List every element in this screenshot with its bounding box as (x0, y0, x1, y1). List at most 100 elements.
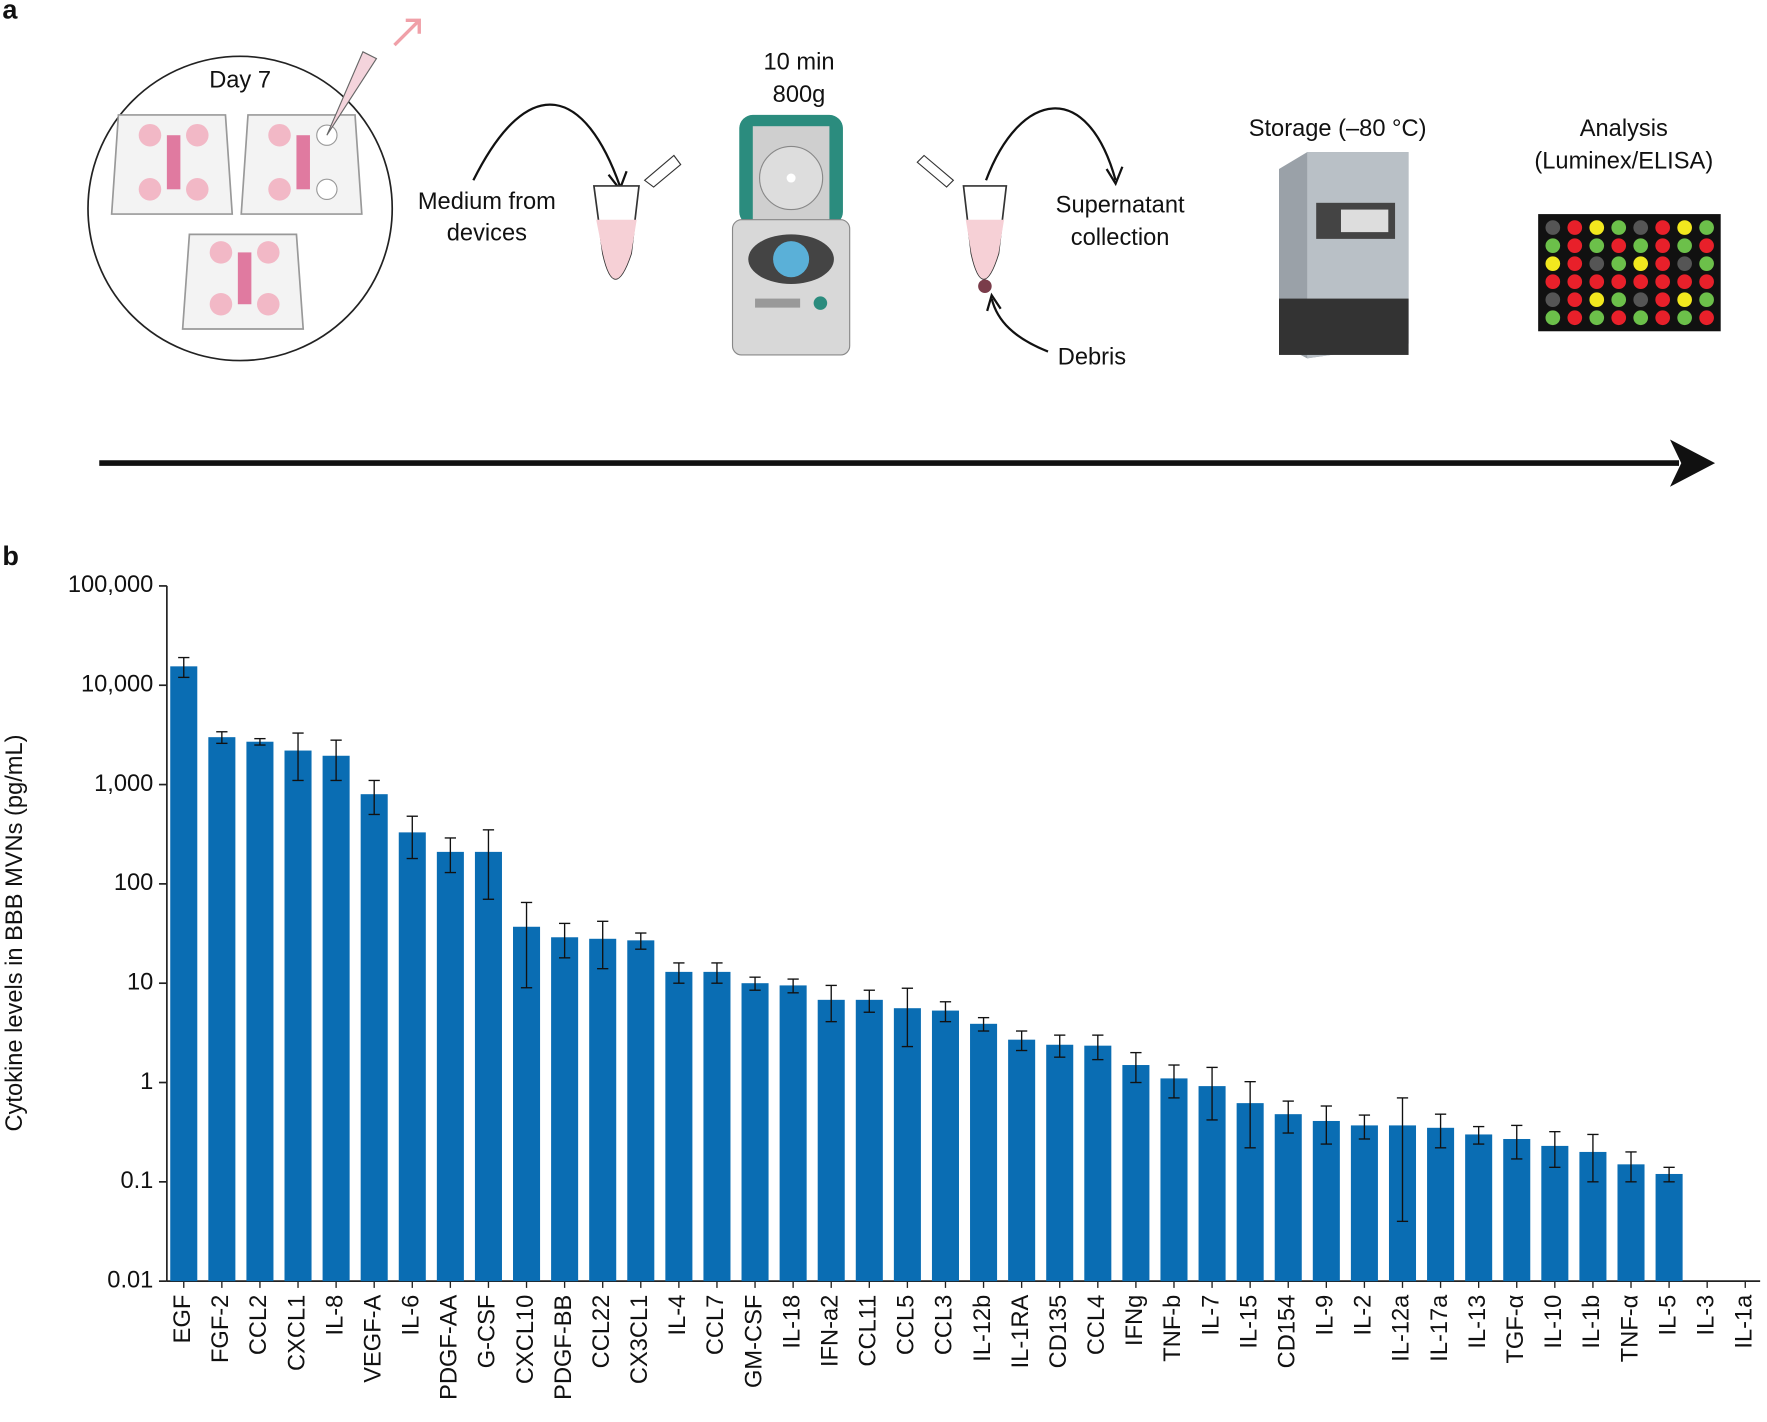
well (1589, 238, 1605, 253)
x-tick-label: TNF-α (1617, 1295, 1643, 1363)
medium-label: Medium from (418, 189, 556, 215)
x-tick-label: VEGF-A (360, 1294, 386, 1382)
bar (1312, 1120, 1340, 1282)
chip-channels (138, 123, 310, 316)
y-tick-label: 10,000 (81, 671, 153, 697)
x-tick-label: CD154 (1274, 1295, 1300, 1369)
well-circle (87, 55, 394, 362)
well (1677, 220, 1692, 235)
x-tick-label: CCL22 (589, 1295, 615, 1369)
panel-a: a Day 7 Medium from devices 10 min 800g (2, 0, 1721, 487)
x-tick-label: EGF (170, 1295, 196, 1344)
well (1699, 238, 1714, 253)
well (1699, 310, 1714, 326)
bar (1350, 1125, 1378, 1282)
bar (246, 741, 274, 1282)
x-tick-label: CCL2 (246, 1295, 272, 1355)
bar (398, 832, 426, 1282)
plate (1538, 214, 1721, 332)
bar (741, 983, 769, 1282)
bar (1008, 1039, 1036, 1282)
x-tick-label: IL-3 (1693, 1295, 1719, 1336)
analysis-label: (Luminex/ELISA) (1534, 149, 1713, 175)
x-tick-label: G-CSF (475, 1295, 501, 1369)
y-tick-label: 1,000 (94, 771, 153, 797)
x-tick-label: IL-13 (1465, 1295, 1491, 1349)
bar (1084, 1045, 1112, 1282)
well (1611, 310, 1627, 326)
bar (551, 937, 579, 1282)
bar (1465, 1134, 1493, 1282)
bar (703, 971, 731, 1282)
x-tick-label: IL-18 (779, 1295, 805, 1349)
supernatant-label: Supernatant (1056, 192, 1185, 218)
x-tick-label: IL-6 (399, 1295, 425, 1336)
bar (589, 938, 617, 1282)
supernatant-label: collection (1071, 225, 1170, 251)
y-tick-label: 10 (127, 969, 153, 995)
bar (970, 1023, 998, 1282)
x-tick-label: CCL3 (932, 1295, 958, 1355)
x-tick-label: CXCL10 (513, 1295, 539, 1384)
x-tick-label: IL-15 (1236, 1295, 1262, 1349)
well (1699, 292, 1714, 308)
well (1655, 310, 1670, 326)
bar (284, 750, 312, 1282)
x-tick-label: IL-5 (1655, 1295, 1681, 1336)
bar (474, 851, 502, 1282)
x-tick-label: IL-10 (1541, 1295, 1567, 1349)
y-tick-label: 100,000 (68, 572, 154, 598)
x-tick-label: IL-9 (1313, 1295, 1339, 1336)
bar (1122, 1065, 1150, 1282)
x-tick-label: IL-12b (970, 1295, 996, 1362)
bar (322, 755, 350, 1282)
well (1699, 274, 1714, 290)
well (1633, 256, 1649, 271)
well (1655, 274, 1670, 290)
tube-medium (596, 219, 637, 279)
curve-arrow (472, 103, 621, 187)
well (1589, 292, 1605, 308)
centrifuge (731, 114, 851, 356)
well (1567, 292, 1583, 308)
bar (931, 1010, 959, 1282)
medium-label: devices (447, 221, 527, 247)
x-tick-label: IL-7 (1198, 1295, 1224, 1336)
x-tick-label: TNF-b (1160, 1295, 1186, 1362)
bar (893, 1008, 921, 1282)
x-tick-label: CD135 (1046, 1295, 1072, 1369)
x-tick-label: IL-2 (1351, 1295, 1377, 1336)
well (1655, 292, 1670, 308)
well (1611, 238, 1627, 253)
well (1611, 220, 1627, 235)
well (1589, 310, 1605, 326)
x-tick-label: CX3CL1 (627, 1295, 653, 1384)
x-tick-label: IL-12a (1389, 1294, 1415, 1362)
well (1611, 292, 1627, 308)
well (1567, 220, 1583, 235)
well (1611, 274, 1627, 290)
y-tick-label: 0.01 (107, 1267, 153, 1293)
pipette (326, 51, 378, 136)
bar (627, 940, 655, 1282)
well (1567, 238, 1583, 253)
bar (817, 999, 845, 1282)
well (1589, 256, 1605, 271)
bar (779, 985, 807, 1282)
well (1655, 238, 1670, 253)
x-tick-label: IL-17a (1427, 1294, 1453, 1362)
bar (665, 971, 693, 1282)
y-tick-label: 100 (114, 870, 153, 896)
x-tick-label: TGF-α (1503, 1295, 1529, 1364)
well (1567, 256, 1583, 271)
well (1567, 274, 1583, 290)
well (1699, 256, 1714, 271)
y-tick-label: 1 (140, 1069, 153, 1095)
bar (1655, 1173, 1683, 1282)
x-tick-label: IL-8 (322, 1295, 348, 1336)
well (1699, 220, 1714, 235)
bar (208, 737, 236, 1282)
x-tick-label: PDGF-AA (437, 1294, 463, 1399)
x-tick-label: IFN-a2 (817, 1295, 843, 1367)
